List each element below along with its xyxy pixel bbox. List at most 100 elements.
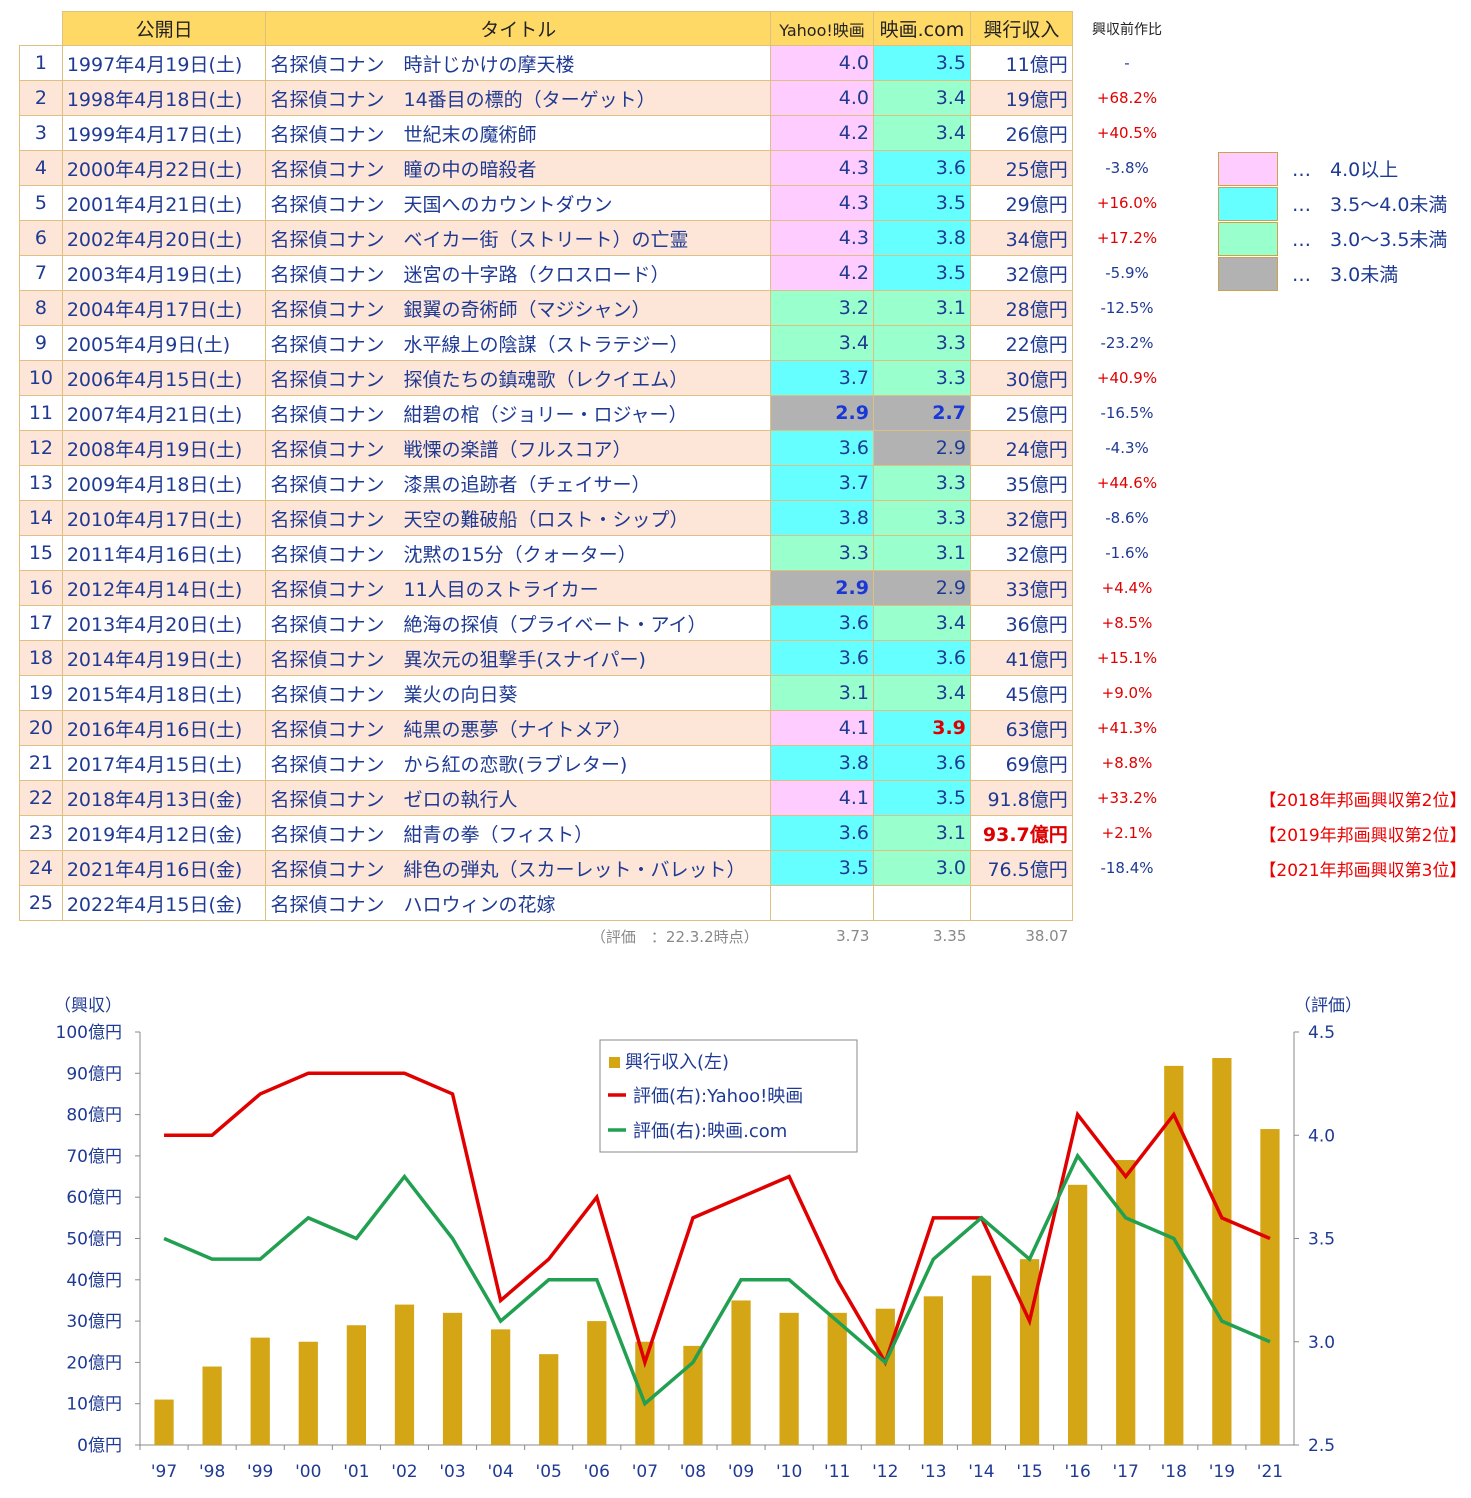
- bar-gross: [635, 1341, 655, 1445]
- prev-ratio: +4.4%: [1101, 579, 1153, 597]
- table-row: 3 1999年4月17日(土) 名探偵コナン 世紀末の魔術師 4.2 3.4 26億円 +4…: [19, 115, 1471, 151]
- bar-gross: [394, 1304, 415, 1445]
- table-row: 11 2007年4月21日(土) 名探偵コナン 紺碧の棺（ジョリー・ロジャー） 2.9…: [19, 395, 1471, 431]
- eiga-score: 3.4: [872, 675, 971, 711]
- release-date: 1998年4月18日(土): [61, 80, 267, 116]
- film-title: 名探偵コナン 漆黒の追跡者（チェイサー）: [265, 465, 772, 501]
- annual-rank-note: [1182, 676, 1471, 711]
- x-tick-label: '09: [728, 1462, 754, 1482]
- bar-gross: [1260, 1129, 1280, 1445]
- gross-revenue: 45億円: [969, 675, 1073, 711]
- film-title: 名探偵コナン 絶海の探偵（プライベート・アイ）: [265, 605, 772, 641]
- gross-revenue: 63億円: [969, 710, 1073, 746]
- row-number: 1: [19, 45, 63, 81]
- table-row: 18 2014年4月19日(土) 名探偵コナン 異次元の狙撃手(スナイパー) 3.6 3…: [19, 640, 1471, 676]
- x-tick-label: '06: [584, 1462, 610, 1482]
- prev-ratio: -12.5%: [1100, 299, 1154, 317]
- left-tick-label: 30億円: [66, 1312, 122, 1332]
- film-title: 名探偵コナン 天空の難破船（ロスト・シップ）: [265, 500, 772, 536]
- film-title: 名探偵コナン 世紀末の魔術師: [265, 115, 772, 151]
- eiga-score: 2.7: [872, 395, 971, 431]
- bar-gross: [346, 1325, 366, 1445]
- yahoo-score: 3.6: [770, 605, 874, 641]
- gross-revenue: 35億円: [969, 465, 1073, 501]
- eiga-score: 2.9: [872, 430, 971, 466]
- prev-ratio: +41.3%: [1096, 719, 1158, 737]
- eiga-score: 3.3: [872, 360, 971, 396]
- yahoo-score: 3.8: [770, 500, 874, 536]
- row-number: 17: [19, 605, 63, 641]
- table-row: 17 2013年4月20日(土) 名探偵コナン 絶海の探偵（プライベート・アイ） 3.…: [19, 605, 1471, 641]
- chart-legend-bar-swatch: [609, 1057, 620, 1068]
- annual-rank-note: [1182, 536, 1471, 571]
- annual-rank-note: [1182, 116, 1471, 151]
- eiga-score: 3.1: [872, 535, 971, 571]
- gross-revenue: 26億円: [969, 115, 1073, 151]
- annual-rank-note: [1182, 571, 1471, 606]
- chart-legend-label: 評価(右):映画.com: [633, 1121, 787, 1142]
- film-title: 名探偵コナン ゼロの執行人: [265, 780, 772, 816]
- gross-revenue: 41億円: [969, 640, 1073, 676]
- yahoo-score: 3.6: [770, 815, 874, 851]
- row-number: 11: [19, 395, 63, 431]
- release-date: 2021年4月16日(金): [61, 850, 267, 886]
- right-tick-label: 2.5: [1308, 1436, 1335, 1456]
- right-tick-label: 4.5: [1308, 1023, 1335, 1043]
- prev-ratio: [1072, 886, 1181, 921]
- film-title: 名探偵コナン 探偵たちの鎮魂歌（レクイエム）: [265, 360, 772, 396]
- yahoo-score: 3.5: [770, 850, 874, 886]
- row-number: 13: [19, 465, 63, 501]
- row-number: 24: [19, 850, 63, 886]
- release-date: 2009年4月18日(土): [61, 465, 267, 501]
- left-tick-label: 70億円: [66, 1147, 122, 1167]
- table-row: 9 2005年4月9日(土) 名探偵コナン 水平線上の陰謀（ストラテジー） 3.4 3.…: [19, 325, 1471, 361]
- yahoo-score: 4.0: [770, 80, 874, 116]
- footer-gross-avg: 38.07: [1025, 927, 1069, 945]
- box-office-chart: 0億円 10億円 20億円 30億円 40億円 50億円 60億円 70億円 80億円 90億円 1…: [54, 996, 1362, 1482]
- color-legend-item: … 3.5～4.0未満: [1218, 186, 1447, 221]
- eiga-score: 3.8: [872, 220, 971, 256]
- bar-gross: [1164, 1065, 1184, 1445]
- release-date: 2002年4月20日(土): [61, 220, 267, 256]
- release-date: 2005年4月9日(土): [61, 325, 267, 361]
- x-tick-label: '07: [632, 1462, 658, 1482]
- annual-rank-note: [1182, 606, 1471, 641]
- eiga-score: 3.6: [872, 150, 971, 186]
- bar-gross: [442, 1312, 463, 1445]
- annual-rank-note: 【2018年邦画興収第2位】: [1259, 790, 1467, 811]
- release-date: 2016年4月16日(土): [61, 710, 267, 746]
- footer-eiga-avg: 3.35: [933, 927, 967, 945]
- film-title: 名探偵コナン 天国へのカウントダウン: [265, 185, 772, 221]
- right-axis-label: （評価）: [1294, 996, 1362, 1016]
- film-title: 名探偵コナン 緋色の弾丸（スカーレット・バレット）: [265, 850, 772, 886]
- header-rank-blank: [1181, 11, 1471, 46]
- release-date: 2000年4月22日(土): [61, 150, 267, 186]
- x-tick-label: '17: [1113, 1462, 1139, 1482]
- x-tick-label: '99: [247, 1462, 273, 1482]
- color-swatch: [1218, 186, 1278, 221]
- row-number: 21: [19, 745, 63, 781]
- eiga-score: [872, 885, 971, 921]
- prev-ratio: +16.0%: [1096, 194, 1158, 212]
- yahoo-score: 4.1: [770, 710, 874, 746]
- yahoo-score: 4.1: [770, 780, 874, 816]
- prev-ratio: -8.6%: [1105, 509, 1149, 527]
- annual-rank-note: [1182, 46, 1471, 81]
- film-title: 名探偵コナン 時計じかけの摩天楼: [265, 45, 772, 81]
- annual-rank-note: [1182, 291, 1471, 326]
- table-row: 15 2011年4月16日(土) 名探偵コナン 沈黙の15分（クォーター） 3.3 3.…: [19, 535, 1471, 571]
- eiga-score: 3.3: [872, 325, 971, 361]
- bar-gross: [779, 1312, 799, 1445]
- gross-revenue: 19億円: [969, 80, 1073, 116]
- prev-ratio: +40.5%: [1096, 124, 1158, 142]
- annual-rank-note: 【2021年邦画興収第3位】: [1259, 860, 1467, 881]
- eiga-score: 3.5: [872, 255, 971, 291]
- left-tick-label: 20億円: [66, 1353, 122, 1373]
- eiga-score: 3.9: [872, 710, 971, 746]
- table-row: 21 2017年4月15日(土) 名探偵コナン から紅の恋歌(ラブレター) 3.8 3.…: [19, 745, 1471, 781]
- x-tick-label: '10: [776, 1462, 802, 1482]
- film-title: 名探偵コナン 紺碧の棺（ジョリー・ロジャー）: [265, 395, 772, 431]
- bar-gross: [923, 1296, 943, 1445]
- release-date: 2018年4月13日(金): [61, 780, 267, 816]
- yahoo-score: 3.3: [770, 535, 874, 571]
